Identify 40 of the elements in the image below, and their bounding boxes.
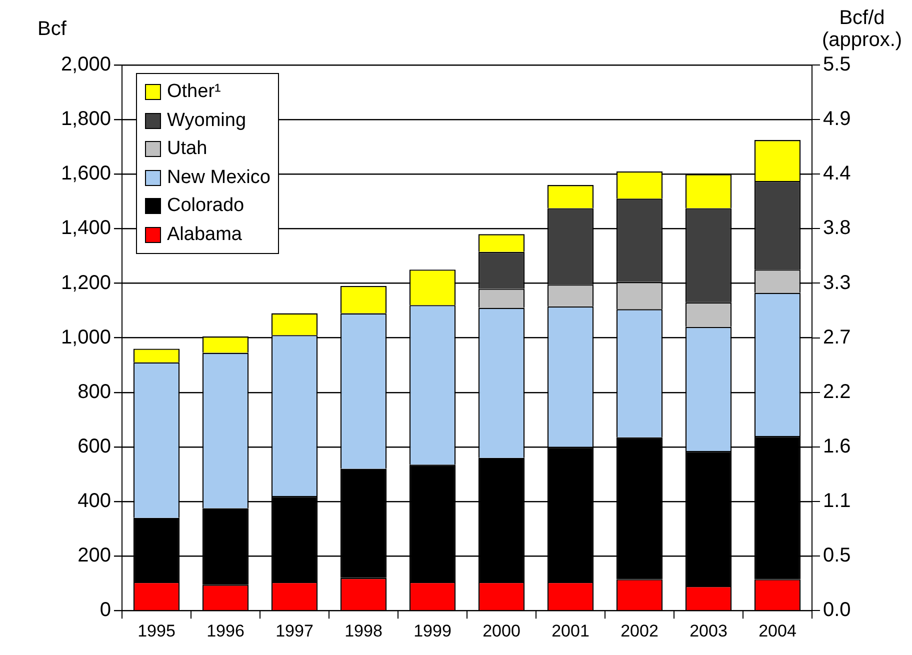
x-tick-label: 2001: [552, 621, 590, 640]
x-tick-label: 2004: [758, 621, 796, 640]
x-tick-label: 1998: [344, 621, 382, 640]
y2-tick-label: 0.0: [823, 599, 851, 622]
y2-tick-label: 4.9: [823, 108, 851, 130]
y2-tick-label: 1.1: [823, 490, 851, 512]
y-tick-label: 1,800: [60, 108, 111, 130]
y2-tick-label: 3.3: [823, 272, 851, 294]
y2-tick-label: 5.5: [823, 54, 851, 76]
legend-label: New Mexico: [167, 166, 270, 189]
y-tick-label: 600: [78, 435, 111, 458]
y2-tick-label: 3.8: [823, 217, 851, 240]
legend-label: Colorado: [167, 195, 244, 218]
x-tick-label: 1996: [206, 621, 244, 640]
legend-label: Other¹: [167, 81, 221, 104]
y-tick-label: 400: [78, 490, 111, 512]
y2-tick-label: 4.4: [823, 162, 851, 185]
y-tick-label: 200: [78, 544, 111, 567]
x-tick-label: 2003: [690, 621, 728, 640]
y-tick-label: 800: [78, 380, 111, 403]
y-tick-label: 0: [100, 599, 111, 622]
y2-axis-title: Bcf/d (approx.): [822, 7, 902, 51]
legend-label: Wyoming: [167, 110, 246, 132]
x-tick-label: 1999: [414, 621, 452, 640]
y-tick-label: 1,000: [60, 326, 111, 348]
y2-tick-label: 2.2: [823, 380, 851, 403]
x-tick-label: 2002: [620, 621, 658, 640]
y-tick-label: 1,600: [60, 162, 111, 185]
y2-tick-label: 2.7: [823, 326, 851, 348]
y-tick-label: 1,200: [60, 272, 111, 294]
y-tick-label: 2,000: [60, 54, 111, 76]
legend-label: Alabama: [167, 224, 242, 246]
x-tick-label: 1997: [276, 621, 314, 640]
y2-tick-label: 0.5: [823, 544, 851, 567]
y-axis-title: Bcf: [38, 18, 66, 40]
legend-label: Utah: [167, 138, 208, 160]
x-tick-label: 1995: [138, 621, 176, 640]
y-tick-label: 1,400: [60, 217, 111, 240]
y2-tick-label: 1.6: [823, 435, 851, 458]
x-tick-label: 2000: [482, 621, 520, 640]
